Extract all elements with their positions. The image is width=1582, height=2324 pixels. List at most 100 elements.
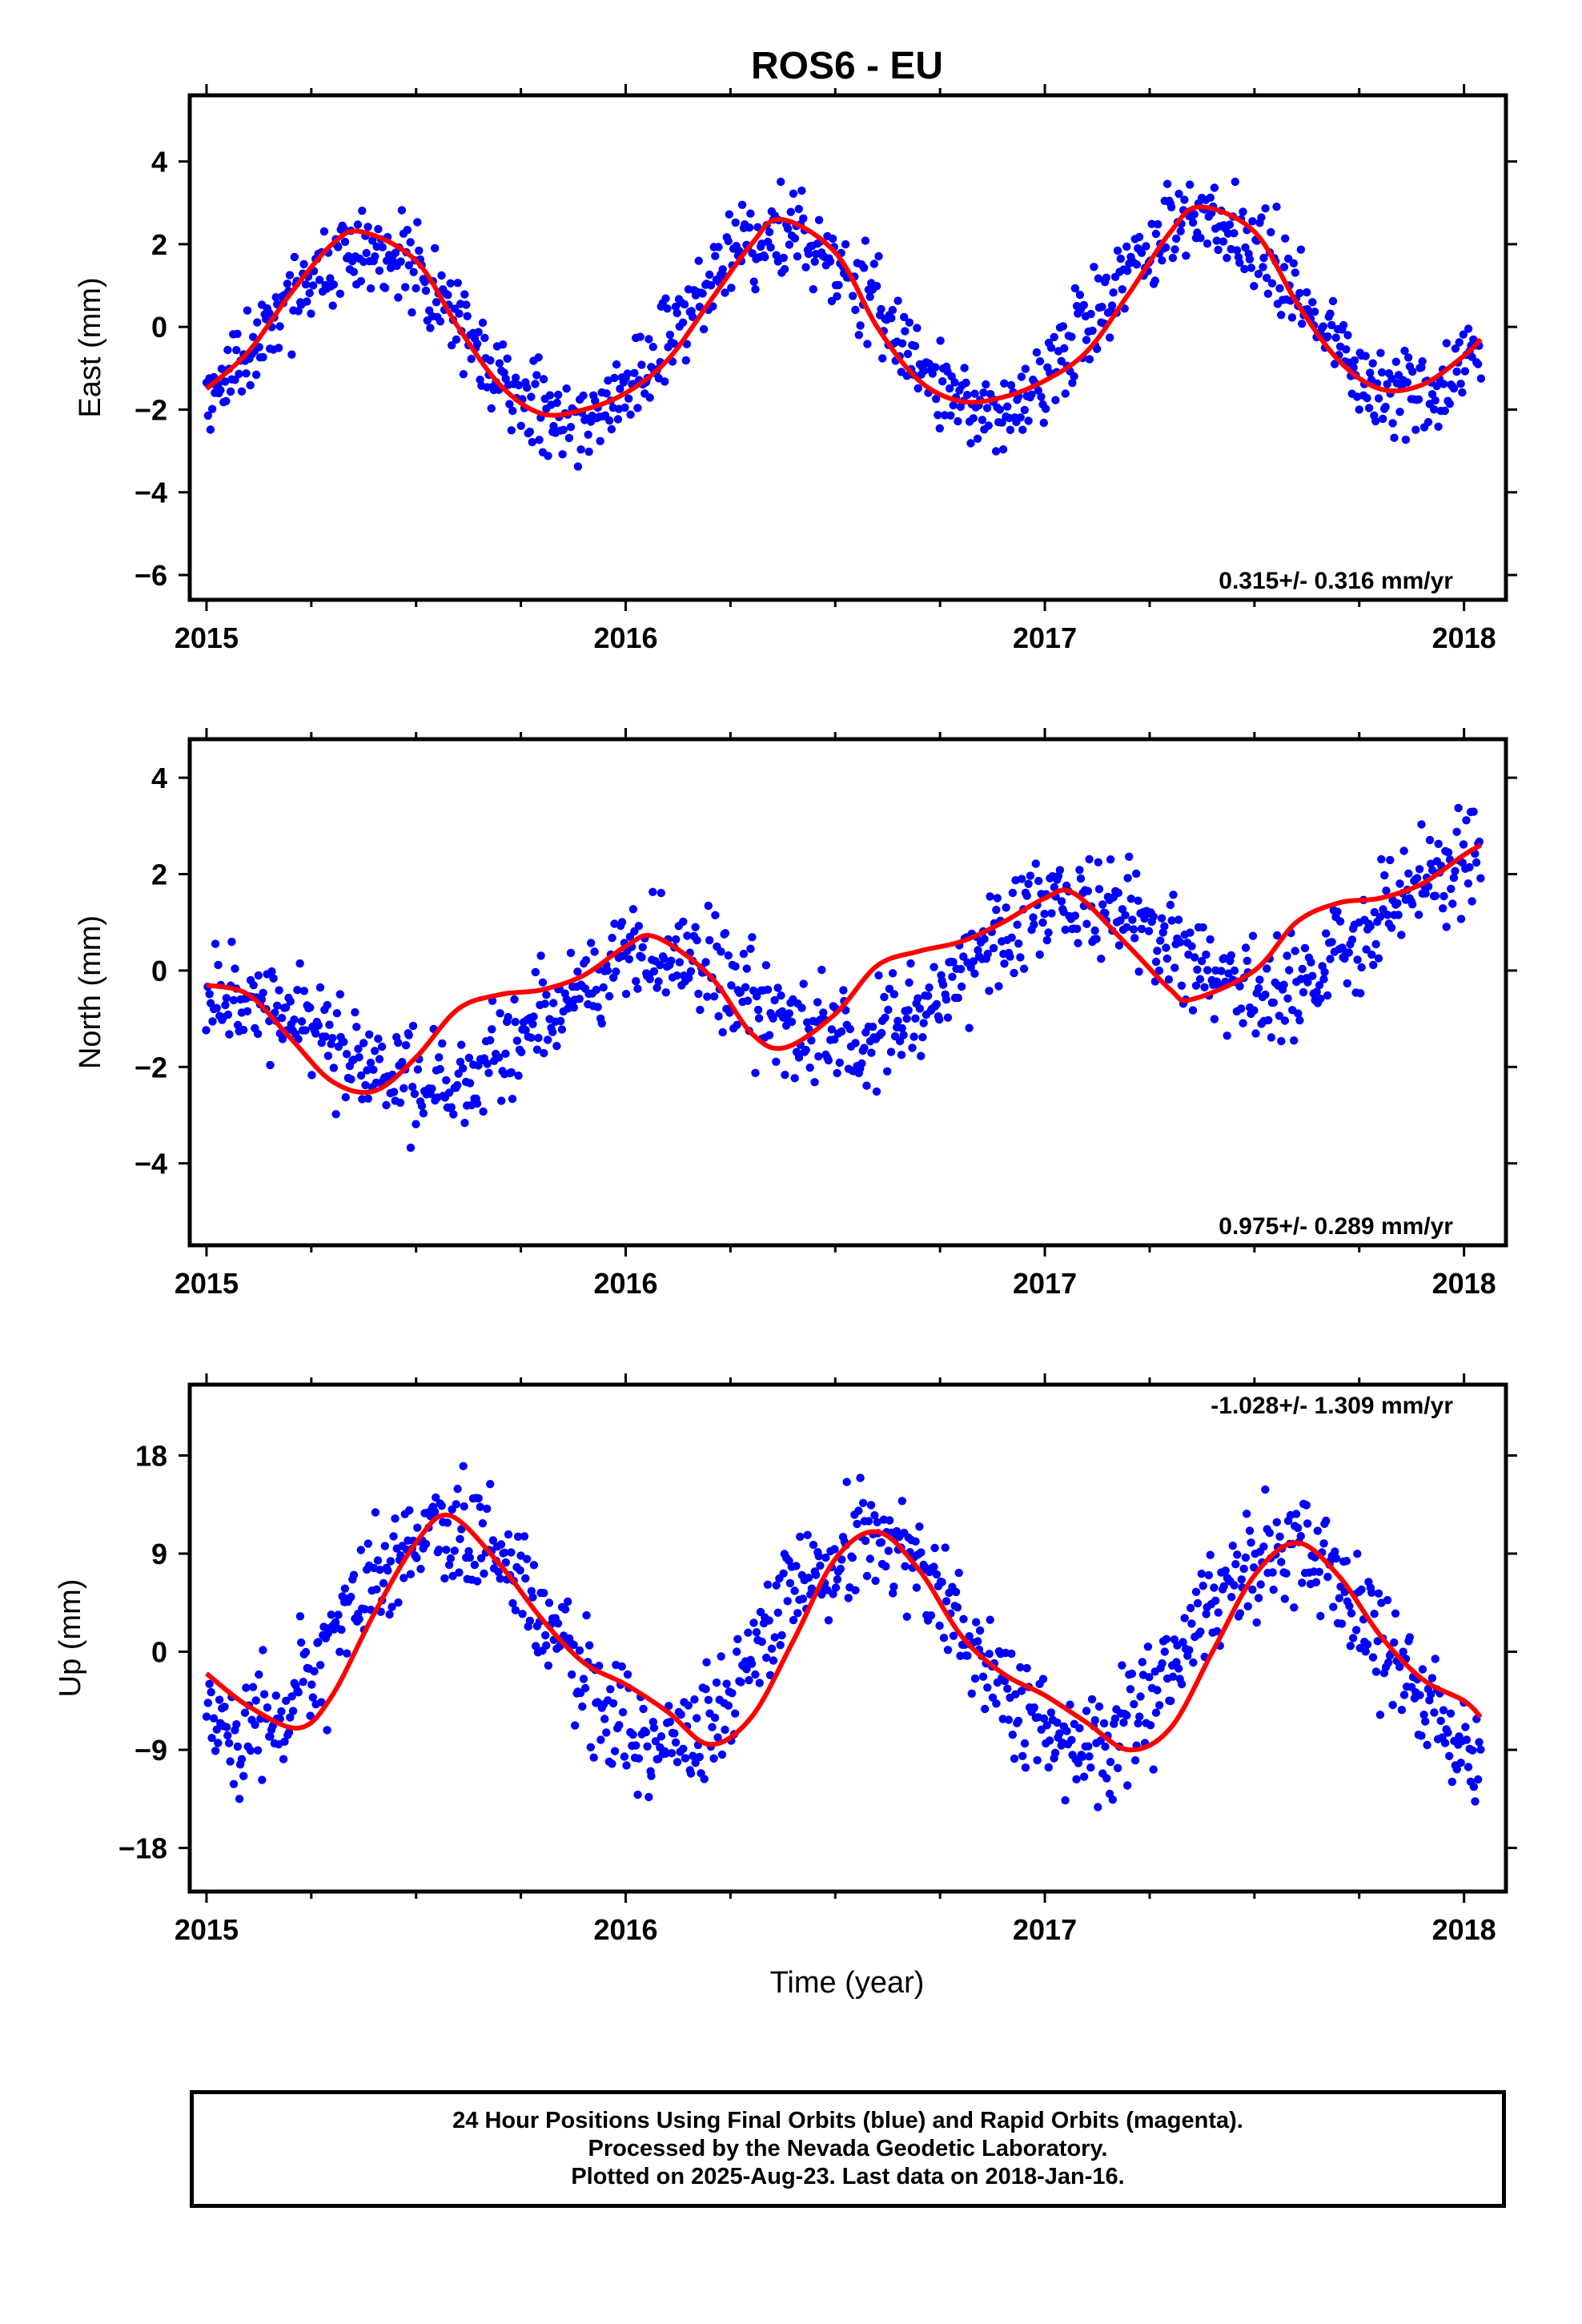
data-point <box>1020 405 1030 415</box>
data-point <box>1038 1675 1048 1683</box>
data-point <box>1090 1715 1100 1725</box>
data-point <box>587 939 596 947</box>
data-point <box>508 1598 517 1608</box>
data-point <box>1275 283 1284 293</box>
data-point <box>883 1067 892 1076</box>
y-tick-label: 0 <box>151 955 167 987</box>
data-point <box>1431 891 1440 900</box>
data-point <box>1027 390 1036 399</box>
data-point <box>465 1553 474 1562</box>
data-point <box>721 288 729 297</box>
data-point <box>1160 922 1169 931</box>
data-point <box>751 285 760 294</box>
data-point <box>1367 1588 1376 1598</box>
data-point <box>494 1567 503 1577</box>
data-point <box>456 1534 464 1544</box>
data-point <box>1411 425 1420 434</box>
data-point <box>962 378 970 388</box>
data-point <box>765 1616 773 1625</box>
data-point <box>382 1100 391 1110</box>
data-point <box>335 289 344 298</box>
data-point <box>779 253 788 263</box>
data-point <box>1351 1626 1361 1634</box>
data-point <box>1423 417 1433 427</box>
data-point <box>1455 338 1464 347</box>
data-point <box>845 1024 855 1034</box>
data-point <box>337 1625 346 1634</box>
data-point <box>789 189 798 198</box>
data-point <box>1000 379 1009 388</box>
data-point <box>604 376 612 385</box>
data-point <box>1243 1510 1251 1518</box>
data-point <box>673 308 681 318</box>
data-point <box>897 1023 906 1033</box>
data-point <box>1203 239 1212 248</box>
data-point <box>539 375 548 384</box>
data-point <box>807 1584 817 1593</box>
data-point <box>1191 981 1201 991</box>
data-point <box>733 1634 742 1643</box>
data-point <box>606 1685 615 1694</box>
data-point <box>915 1004 925 1013</box>
data-point <box>1427 390 1437 399</box>
data-point <box>762 1653 771 1663</box>
data-point <box>901 327 909 336</box>
data-point <box>1067 1735 1076 1744</box>
data-point <box>1254 269 1263 279</box>
data-point <box>1328 296 1338 306</box>
data-point <box>1335 917 1345 926</box>
data-point <box>1368 1653 1378 1662</box>
data-point <box>277 1014 287 1023</box>
data-point <box>1395 1663 1404 1671</box>
data-point <box>444 291 452 300</box>
data-point <box>1121 911 1130 920</box>
data-point <box>718 265 727 274</box>
data-point <box>1388 419 1397 428</box>
data-point <box>1379 905 1387 914</box>
data-point <box>1186 928 1195 937</box>
data-point <box>1383 911 1392 919</box>
data-point <box>772 1581 781 1590</box>
data-point <box>496 1009 504 1018</box>
data-point <box>949 958 958 967</box>
data-point <box>552 1042 561 1051</box>
data-point <box>1221 1566 1230 1575</box>
data-point <box>281 1003 291 1012</box>
data-point <box>1443 1728 1452 1737</box>
data-point <box>1114 941 1124 950</box>
north-panel: 2015 2016 2017 2018 −4 −2 0 2 4 North (mm) 0.975+/… <box>74 728 1517 1300</box>
data-point <box>1153 1686 1162 1695</box>
y-tick-label: −2 <box>135 1051 167 1084</box>
data-point <box>798 1594 808 1603</box>
data-point <box>340 237 350 247</box>
data-point <box>406 1570 416 1578</box>
data-point <box>514 380 524 390</box>
data-point <box>1456 1759 1465 1767</box>
data-point <box>310 1667 319 1676</box>
data-point <box>501 1558 510 1567</box>
data-point <box>1168 1672 1178 1681</box>
data-point <box>648 343 657 352</box>
data-point <box>621 990 631 999</box>
plot-frame <box>187 93 1508 602</box>
data-point <box>359 1039 368 1047</box>
data-point <box>1442 339 1452 348</box>
data-point <box>1475 1738 1484 1747</box>
data-point <box>675 958 685 967</box>
data-point <box>207 1734 216 1743</box>
data-point <box>290 1015 299 1024</box>
data-point <box>215 1695 224 1704</box>
data-point <box>1170 245 1179 254</box>
y-tick-label: −4 <box>135 1148 167 1180</box>
data-point <box>1034 386 1042 395</box>
data-point <box>590 947 599 956</box>
data-point <box>906 959 915 968</box>
data-point <box>340 1584 350 1593</box>
data-point <box>420 277 429 287</box>
data-point <box>877 1028 886 1038</box>
data-point <box>1060 344 1069 353</box>
data-point <box>787 1017 797 1027</box>
data-point <box>706 281 716 290</box>
data-point <box>1469 1783 1479 1791</box>
data-point <box>923 991 933 1000</box>
